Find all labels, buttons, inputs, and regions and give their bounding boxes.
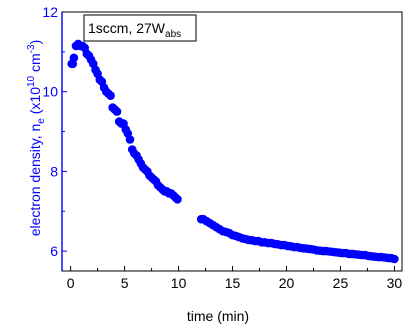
legend-label: 1sccm, 27Wabs <box>88 20 181 40</box>
data-point <box>125 135 135 144</box>
y-axis-title: electron density, ne (x1010 cm-3) <box>26 40 47 237</box>
tick-layer: 0 5 10 15 20 25 30 6 8 10 12 <box>42 4 402 291</box>
x-tick-label: 25 <box>333 275 349 291</box>
y-tick-label: 8 <box>50 163 58 179</box>
x-tick-label: 30 <box>387 275 403 291</box>
x-tick-label: 5 <box>121 275 129 291</box>
data-point <box>69 53 79 63</box>
data-point <box>106 91 115 100</box>
data-point <box>390 254 399 264</box>
x-tick-label: 0 <box>67 275 75 291</box>
x-axis-title: time (min) <box>187 308 249 324</box>
data-point <box>173 195 182 204</box>
legend-box: 1sccm, 27Wabs <box>83 14 197 42</box>
y-tick-label: 10 <box>42 84 58 100</box>
y-tick-label: 6 <box>50 243 58 259</box>
x-tick-label: 10 <box>171 275 187 291</box>
data-point <box>112 107 122 116</box>
data-points <box>67 39 399 264</box>
y-tick-label: 12 <box>42 4 58 20</box>
x-tick-label: 20 <box>279 275 295 291</box>
x-tick-label: 15 <box>225 275 241 291</box>
